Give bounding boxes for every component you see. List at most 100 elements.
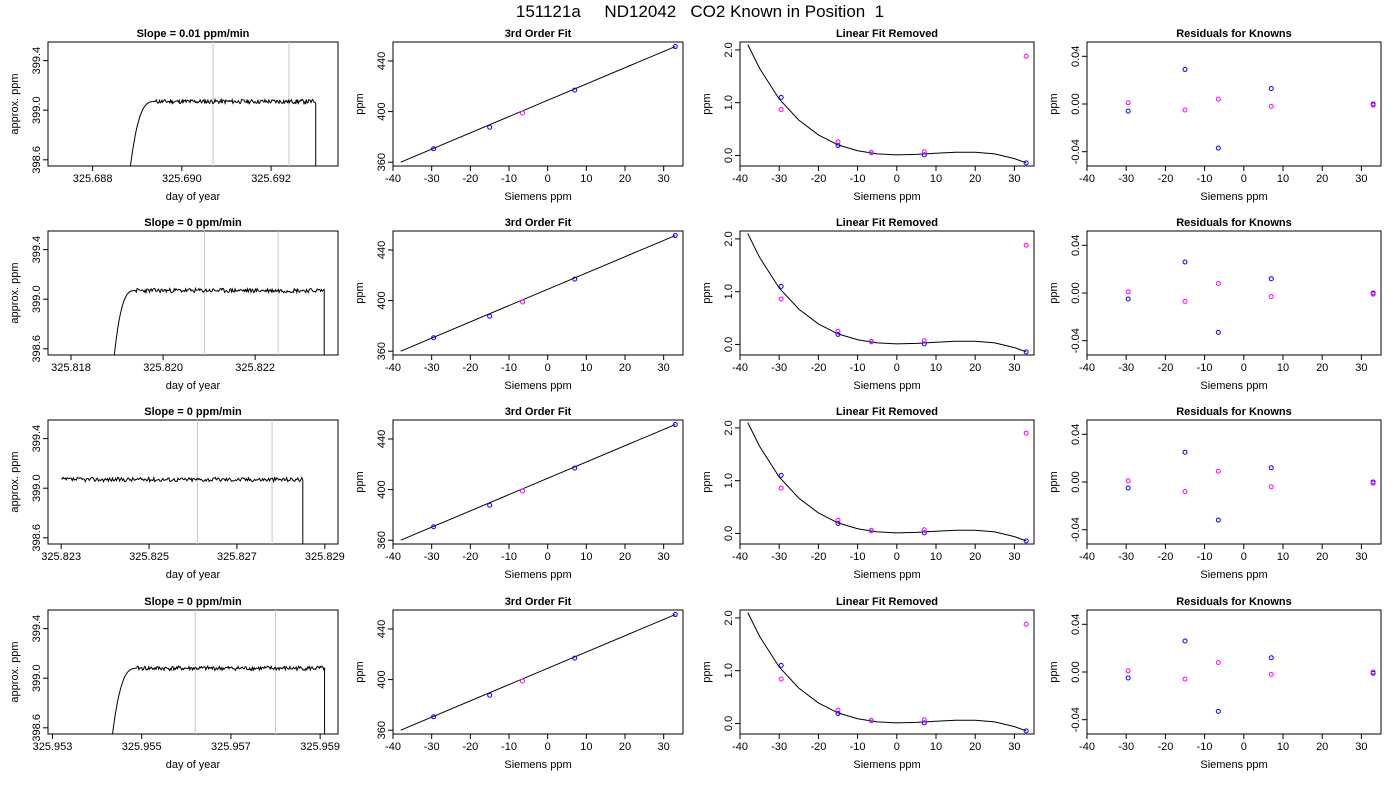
x-tick-label: 0 — [545, 173, 551, 185]
panel-r2-c1: Slope = 0 ppm/min 325.818 325.820 325.822 39… — [9, 217, 339, 392]
panel-r3-c1: Slope = 0 ppm/min 325.823 325.825 325.827 32… — [9, 406, 345, 581]
residual-blue-point — [1215, 329, 1221, 335]
residual-blue-point — [1215, 517, 1221, 523]
x-tick-label: 0 — [1241, 551, 1247, 563]
known-point — [431, 524, 437, 530]
y-tick-label: -0.04 — [1070, 707, 1082, 732]
plot-frame — [1086, 609, 1382, 735]
x-tick-label: -10 — [501, 551, 517, 563]
x-tick-label: 0 — [545, 741, 551, 753]
x-tick-label: 20 — [1316, 741, 1328, 753]
panel-r4-c1: Slope = 0 ppm/min 325.953 325.955 325.957 32… — [9, 596, 340, 771]
y-axis-label: ppm — [354, 661, 366, 682]
x-tick-label: 325.953 — [33, 741, 73, 753]
x-tick-label: 10 — [930, 362, 942, 374]
residual-blue-point — [1268, 465, 1274, 471]
y-axis-label: ppm — [1048, 93, 1060, 114]
x-tick-label: -30 — [424, 741, 440, 753]
known-point — [572, 465, 578, 471]
y-axis-label: ppm — [1048, 661, 1060, 682]
y-tick-label: 399.4 — [31, 236, 43, 264]
blue-point — [778, 472, 784, 478]
magenta-point — [921, 717, 927, 723]
known-point — [572, 655, 578, 661]
magenta-point — [778, 485, 784, 491]
residual-magenta-point — [1268, 294, 1274, 300]
residual-magenta-point — [1215, 659, 1221, 665]
residual-blue-point — [1182, 66, 1188, 72]
page-title: 151121a ND12042 CO2 Known in Position 1 — [515, 2, 885, 21]
magenta-point — [778, 676, 784, 682]
magenta-point — [835, 707, 841, 713]
panel-r2-c4: Residuals for Knowns -40 -30 -20 -10 0 10 20 30 -… — [1048, 217, 1382, 392]
known-point — [487, 502, 493, 508]
panel-r2-c2: 3rd Order Fit -40 -30 -20 -10 0 10 20 30 360 400 44… — [354, 217, 684, 392]
x-tick-label: 10 — [580, 741, 592, 753]
y-tick-label: 440 — [376, 430, 388, 448]
x-tick-label: -20 — [462, 551, 478, 563]
y-axis-label: ppm — [1048, 282, 1060, 303]
y-axis-label: approx. ppm — [9, 641, 21, 702]
panel-title: 3rd Order Fit — [505, 28, 572, 40]
x-tick-label: 0 — [894, 362, 900, 374]
x-axis-label: Siemens ppm — [853, 191, 920, 203]
x-tick-label: 325.955 — [122, 741, 162, 753]
co2-trace — [112, 664, 326, 734]
x-tick-label: -20 — [810, 551, 826, 563]
x-axis-label: day of year — [166, 759, 221, 771]
x-tick-label: -20 — [1157, 362, 1173, 374]
residual-magenta-point — [1125, 668, 1131, 674]
x-tick-label: 30 — [1355, 551, 1367, 563]
blue-point — [778, 94, 784, 100]
panel-r1-c3: Linear Fit Removed -40 -30 -20 -10 0 10 20 30 0.0… — [701, 28, 1035, 203]
plot-area — [1125, 259, 1376, 335]
y-tick-label: 2.0 — [723, 420, 735, 435]
y-tick-label: 2.0 — [723, 42, 735, 57]
x-tick-label: 0 — [894, 173, 900, 185]
x-tick-label: 30 — [1008, 362, 1020, 374]
y-axis-label: approx. ppm — [9, 73, 21, 134]
x-tick-label: -30 — [771, 362, 787, 374]
residual-blue-point — [1125, 675, 1131, 681]
magenta-point — [868, 150, 874, 156]
plot-frame — [1086, 419, 1382, 545]
x-tick-label: -30 — [771, 551, 787, 563]
y-axis-label: approx. ppm — [9, 262, 21, 323]
y-tick-label: 360 — [376, 153, 388, 171]
magenta-point — [1023, 242, 1029, 248]
y-tick-label: 360 — [376, 342, 388, 360]
plot-area — [112, 610, 326, 734]
blue-point — [921, 341, 927, 347]
x-tick-label: -20 — [462, 741, 478, 753]
x-axis-label: Siemens ppm — [504, 569, 571, 581]
blue-point — [1023, 538, 1029, 544]
magenta-point — [868, 528, 874, 534]
x-axis-label: day of year — [166, 569, 221, 581]
x-tick-label: -10 — [501, 741, 517, 753]
x-tick-label: 10 — [930, 741, 942, 753]
residual-magenta-point — [1215, 96, 1221, 102]
residual-blue-point — [1182, 259, 1188, 265]
plot-frame — [47, 41, 339, 167]
fit-curve — [747, 233, 1027, 353]
x-tick-label: 325.825 — [129, 551, 169, 563]
x-tick-label: -40 — [385, 173, 401, 185]
blue-point — [835, 520, 841, 526]
x-axis-label: Siemens ppm — [504, 191, 571, 203]
x-tick-label: -30 — [771, 173, 787, 185]
plot-frame — [47, 609, 339, 735]
y-tick-label: 398.6 — [31, 524, 43, 552]
residual-magenta-point — [1268, 484, 1274, 490]
y-tick-label: 399.4 — [31, 425, 43, 453]
x-tick-label: 30 — [658, 551, 670, 563]
known-point — [487, 692, 493, 698]
x-tick-label: 30 — [1008, 741, 1020, 753]
plot-area — [400, 612, 678, 731]
co2-trace — [129, 97, 317, 166]
y-tick-label: 400 — [376, 102, 388, 120]
y-tick-label: 2.0 — [723, 231, 735, 246]
y-axis-label: ppm — [354, 93, 366, 114]
y-axis-label: approx. ppm — [9, 451, 21, 512]
residual-blue-point — [1125, 485, 1131, 491]
residual-magenta-point — [1125, 100, 1131, 106]
